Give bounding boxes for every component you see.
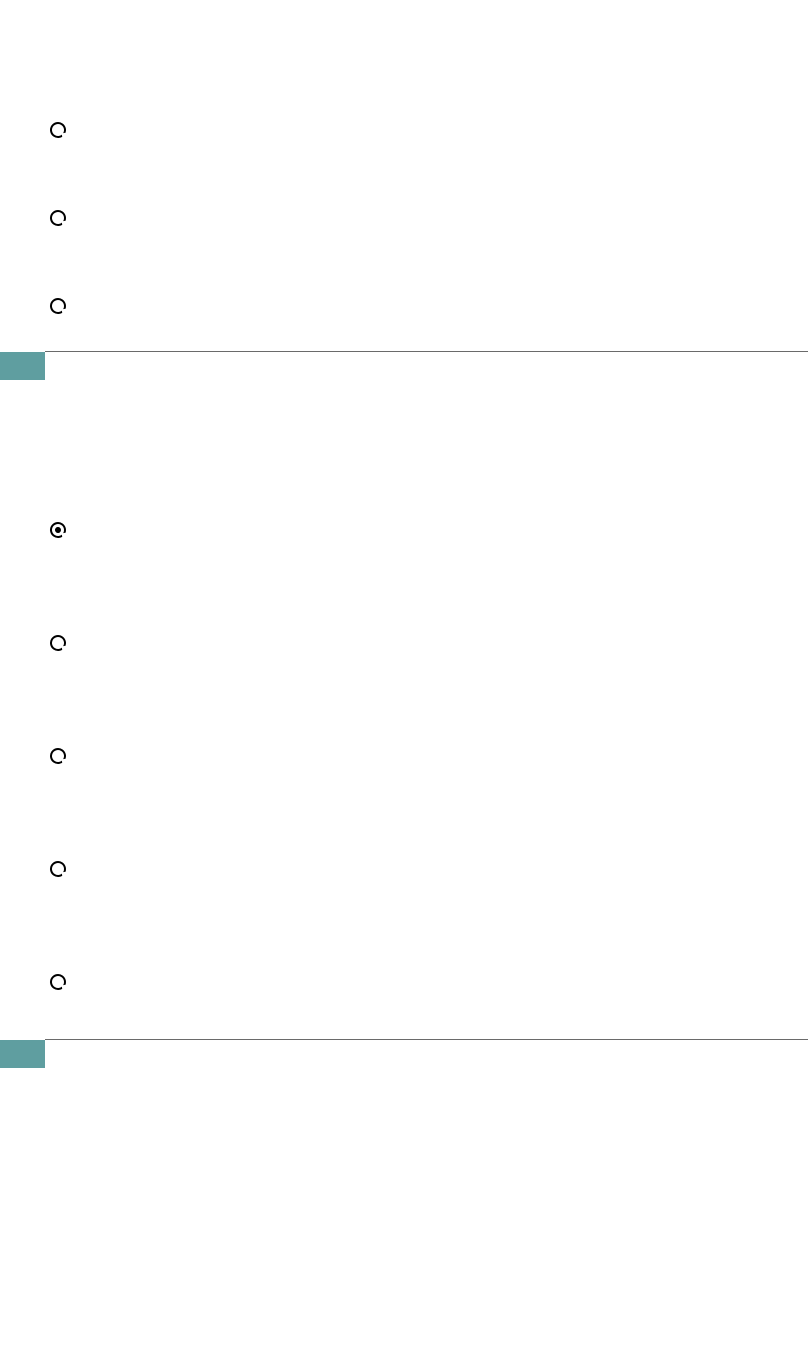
radio-option[interactable] <box>50 210 66 226</box>
radio-option[interactable] <box>50 635 66 651</box>
accent-marker <box>0 1040 45 1068</box>
radio-option[interactable] <box>50 974 66 990</box>
radio-icon <box>49 297 68 316</box>
accent-marker <box>0 352 45 380</box>
radio-icon <box>49 634 68 653</box>
radio-icon <box>49 973 68 992</box>
radio-option[interactable] <box>50 122 66 138</box>
radio-icon-checked <box>49 521 68 540</box>
radio-option[interactable] <box>50 298 66 314</box>
section-divider <box>45 1039 808 1040</box>
radio-icon <box>49 121 68 140</box>
radio-option[interactable] <box>50 522 66 538</box>
page-root <box>0 0 808 1353</box>
section-divider <box>45 351 808 352</box>
radio-option[interactable] <box>50 861 66 877</box>
radio-option[interactable] <box>50 748 66 764</box>
radio-icon <box>49 860 68 879</box>
radio-icon <box>49 747 68 766</box>
radio-icon <box>49 209 68 228</box>
